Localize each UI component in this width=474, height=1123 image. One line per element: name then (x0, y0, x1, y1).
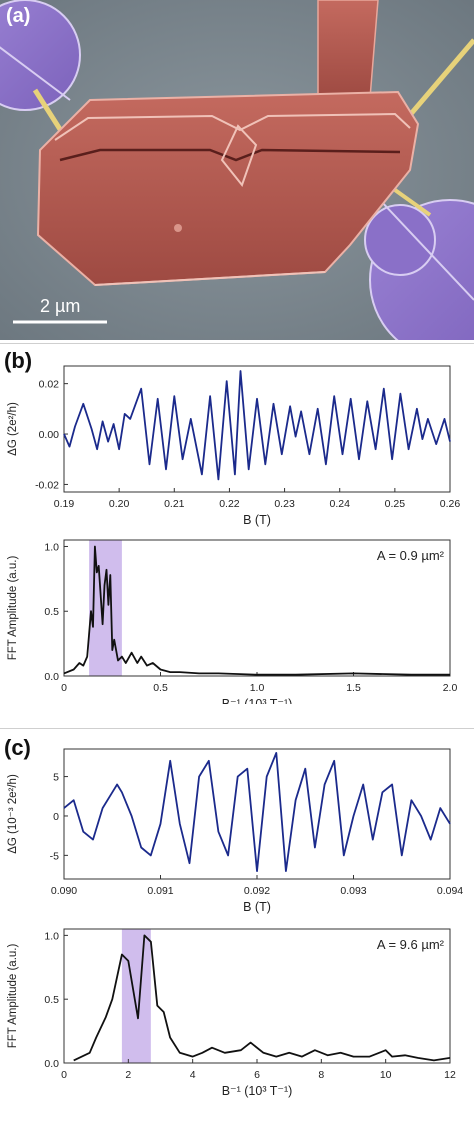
x-tick-label: 0.091 (147, 885, 173, 897)
panel-c: (c) 0.090 0.091 0.092 0.093 0.094 5 0 -5 B (T) ΔG… (0, 728, 474, 1118)
y-tick-label: 5 (53, 772, 59, 784)
y-tick-label: 0.0 (44, 1058, 59, 1070)
chart-c-bottom: 0 2 4 6 8 10 12 1.0 0.5 0.0 B⁻¹ (10³ T⁻¹) FFT Ampli… (7, 928, 456, 1098)
x-tick-label: 0.24 (329, 498, 350, 510)
x-tick-label: 6 (254, 1069, 260, 1081)
plot-frame (63, 748, 451, 880)
sem-image: (a) 2 µm (0, 0, 474, 361)
panel-a-label: (a) (6, 5, 30, 27)
x-tick-label: 0.5 (153, 682, 168, 694)
area-annotation: A = 9.6 µm² (377, 937, 445, 952)
x-tick-label: 0.22 (219, 498, 240, 510)
x-axis-label: B⁻¹ (10³ T⁻¹) (222, 697, 293, 704)
panel-a: (a) 2 µm (0, 0, 474, 361)
device-body (36, 90, 420, 287)
x-axis-label: B⁻¹ (10³ T⁻¹) (222, 1084, 293, 1098)
x-tick-label: 0.092 (244, 885, 270, 897)
x-tick-label: 0.090 (51, 885, 77, 897)
data-series-line (63, 545, 450, 676)
x-tick-label: 0.25 (385, 498, 406, 510)
data-series-line (63, 370, 451, 481)
plot-frame (63, 365, 451, 493)
area-annotation: A = 0.9 µm² (377, 548, 445, 563)
y-axis-label: FFT Amplitude (a.u.) (7, 944, 19, 1049)
x-tick-label: 0.21 (164, 498, 185, 510)
panel-c-label: (c) (4, 735, 31, 760)
panel-b: (b) 0.19 0.20 0.21 0.22 0.23 0.24 0.25 0.26 0.02… (0, 343, 474, 711)
x-tick-label: 0.094 (437, 885, 463, 897)
contact-top-left (0, 0, 81, 111)
x-tick-label: 8 (318, 1069, 324, 1081)
x-tick-label: 0 (61, 682, 67, 694)
y-tick-label: 1.0 (44, 541, 59, 553)
x-axis-label: B (T) (243, 513, 271, 527)
y-tick-label: 0.02 (39, 379, 60, 391)
panel-c-svg: (c) 0.090 0.091 0.092 0.093 0.094 5 0 -5 B (T) ΔG… (4, 735, 463, 1098)
y-tick-label: 0 (53, 811, 59, 823)
data-series-line (63, 751, 451, 873)
y-axis-label: FFT Amplitude (a.u.) (7, 556, 19, 661)
x-axis-label: B (T) (243, 900, 271, 914)
x-tick-label: 0.093 (340, 885, 366, 897)
x-tick-label: 4 (190, 1069, 196, 1081)
y-tick-label: 0.5 (44, 606, 59, 618)
data-series-line (73, 934, 451, 1062)
y-axis-label: ΔG (10⁻³ 2e²/h) (7, 774, 19, 854)
y-tick-label: 0.5 (44, 994, 59, 1006)
y-tick-label: 0.00 (39, 429, 60, 441)
y-tick-label: -5 (50, 850, 59, 862)
device-trench (59, 148, 401, 162)
chart-c-top: 0.090 0.091 0.092 0.093 0.094 5 0 -5 B (T) ΔG (10… (7, 748, 463, 914)
x-tick-label: 0 (61, 1069, 67, 1081)
x-tick-label: 1.5 (346, 682, 361, 694)
chart-b-bottom: 0 0.5 1.0 1.5 2.0 1.0 0.5 0.0 B⁻¹ (10³ T⁻¹) FFT A… (7, 539, 458, 711)
y-tick-label: 1.0 (44, 930, 59, 942)
y-axis-label: ΔG (2e²/h) (7, 402, 19, 456)
device-lead (317, 0, 379, 99)
y-tick-label: 0.0 (44, 671, 59, 683)
x-tick-label: 0.19 (54, 498, 75, 510)
chart-b-top: 0.19 0.20 0.21 0.22 0.23 0.24 0.25 0.26 0.02 0.00… (7, 365, 461, 527)
panel-b-label: (b) (4, 348, 32, 373)
x-tick-label: 2 (125, 1069, 131, 1081)
y-tick-label: -0.02 (35, 479, 59, 491)
x-tick-label: 0.20 (109, 498, 130, 510)
x-tick-label: 12 (444, 1069, 456, 1081)
x-tick-label: 10 (380, 1069, 392, 1081)
panel-b-svg: (b) 0.19 0.20 0.21 0.22 0.23 0.24 0.25 0.260.02… (4, 348, 461, 711)
x-tick-label: 2.0 (443, 682, 458, 694)
scale-bar-label: 2 µm (40, 296, 80, 316)
x-tick-label: 1.0 (250, 682, 265, 694)
x-tick-label: 0.23 (274, 498, 295, 510)
highlight-band (121, 929, 151, 1063)
wire-right (408, 38, 474, 117)
x-tick-label: 0.26 (440, 498, 461, 510)
device-loop (220, 124, 258, 188)
